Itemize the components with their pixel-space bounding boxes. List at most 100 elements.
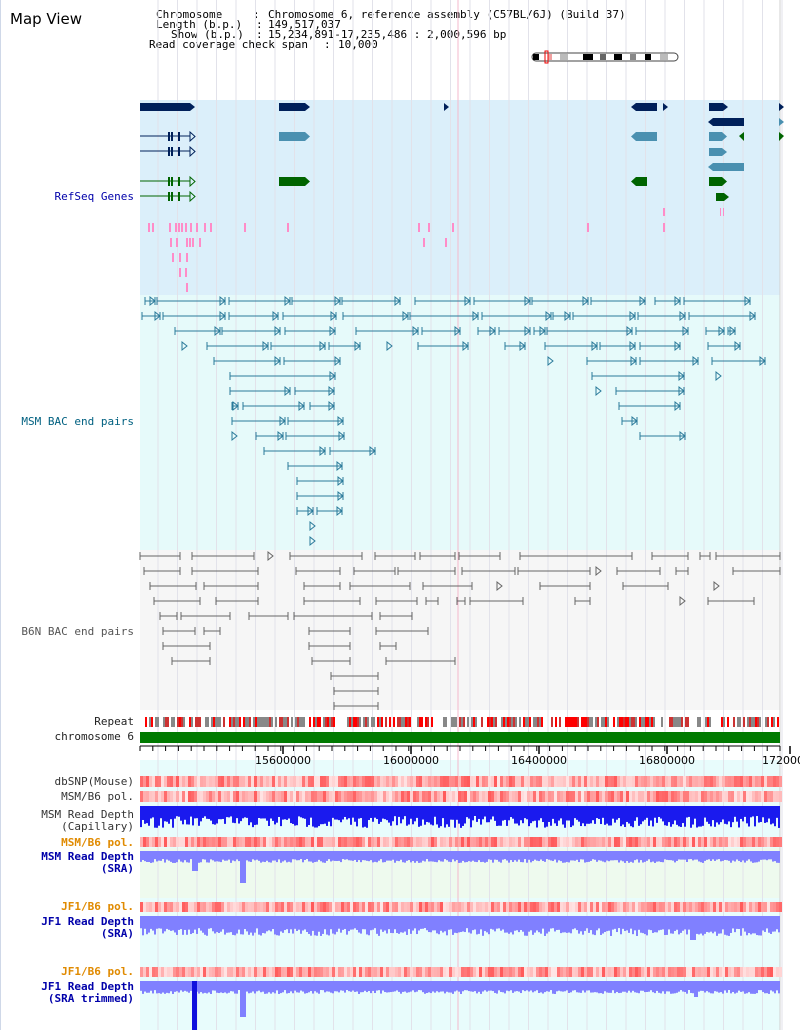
msm-pol2-cell: [317, 837, 320, 847]
msm-pol2-cell: [632, 837, 635, 847]
msm-sra-depth-bar: [148, 851, 150, 863]
msm-capillary-depth-bar: [634, 806, 636, 821]
jf1-sra-depth-bar: [304, 916, 306, 930]
msm-pol2-cell: [698, 837, 701, 847]
ideogram-band: [583, 54, 593, 60]
msm-capillary-depth-bar: [170, 806, 172, 820]
jf1-trimmed-depth-bar: [590, 981, 592, 993]
msm-sra-depth-bar: [392, 851, 394, 860]
jf1-sra-depth-bar: [548, 916, 550, 932]
msm-pol2-cell: [413, 837, 416, 847]
jf1-trimmed-depth-bar: [716, 981, 718, 992]
dbsnp-cell: [674, 776, 677, 787]
msm-pol-cell: [365, 791, 368, 802]
bac-arrow: [545, 310, 552, 322]
msm-pol-cell: [536, 791, 539, 802]
jf1-pol-cell: [620, 902, 623, 912]
jf1-sra-depth-bar: [616, 916, 618, 933]
jf1-depth-sra-label[interactable]: JF1 Read Depth (SRA): [41, 915, 134, 940]
repeat-element: [165, 717, 167, 727]
msm-b6-pol-label[interactable]: MSM/B6 pol.: [61, 790, 134, 803]
msm-sra-depth-bar: [770, 851, 772, 860]
msm-capillary-depth-bar: [504, 806, 506, 820]
jf1-pol-cell: [500, 902, 503, 912]
msm-capillary-depth-bar: [758, 806, 760, 823]
msm-pol-cell: [236, 791, 239, 802]
msm-sra-depth-bar: [538, 851, 540, 862]
msm-depth-capillary-label[interactable]: MSM Read Depth (Capillary): [41, 808, 134, 833]
msm-pol2-cell: [257, 837, 260, 847]
jf1-b6-pol-label[interactable]: JF1/B6 pol.: [61, 900, 134, 913]
msm-depth-sra-label[interactable]: MSM Read Depth (SRA): [41, 850, 134, 875]
msm-pol-cell: [644, 791, 647, 802]
msm-capillary-depth-bar: [558, 806, 560, 821]
jf1-trimmed-depth-bar: [512, 981, 514, 993]
dbsnp-cell: [155, 776, 158, 787]
bac-arrow: [354, 340, 361, 352]
msm-sra-depth-bar: [524, 851, 526, 860]
msm-b6-pol-2-label[interactable]: MSM/B6 pol.: [61, 836, 134, 849]
msm-sra-depth-bar: [620, 851, 622, 861]
msm-sra-depth-bar: [646, 851, 648, 861]
jf1-trimmed-depth-bar: [692, 981, 694, 994]
jf1-sra-depth-bar: [718, 916, 720, 934]
dbsnp-cell: [191, 776, 194, 787]
jf1-trimmed-depth-bar: [636, 981, 638, 993]
msm-sra-depth-bar: [142, 851, 144, 861]
jf1-trimmed-depth-bar: [216, 981, 218, 993]
dbsnp-cell: [482, 776, 485, 787]
repeat-element: [489, 717, 491, 727]
jf1-sra-depth-bar: [316, 916, 318, 936]
jf1-trimmed-depth-bar: [394, 981, 396, 992]
jf1-trimmed-depth-bar: [480, 981, 482, 994]
jf1-depth-trimmed-label[interactable]: JF1 Read Depth (SRA trimmed): [41, 980, 134, 1005]
b6n-bac-label[interactable]: B6N BAC end pairs: [21, 625, 134, 638]
refseq-gene-arrow: [631, 132, 636, 141]
dbsnp-label[interactable]: dbSNP(Mouse): [54, 775, 134, 788]
msm-capillary-depth-bar: [460, 806, 462, 828]
jf1-sra-depth-bar: [578, 916, 580, 934]
msm-pol2-cell: [581, 837, 584, 847]
msm-pol-cell: [731, 791, 734, 802]
msm-capillary-depth-bar: [400, 806, 402, 824]
msm-bac-label[interactable]: MSM BAC end pairs: [21, 415, 134, 428]
jf1-b6-pol-2-label[interactable]: JF1/B6 pol.: [61, 965, 134, 978]
jf1-sra-depth-bar: [666, 916, 668, 935]
repeat-element: [621, 717, 623, 727]
jf1-pol2-cell: [425, 967, 428, 977]
jf1-pol2-cell: [290, 967, 293, 977]
refseq-gene-arrow: [723, 103, 728, 111]
repeat-element: [705, 717, 707, 727]
msm-capillary-depth-bar: [150, 806, 152, 819]
ideogram-band: [660, 54, 668, 60]
jf1-trimmed-depth-bar: [710, 981, 712, 994]
jf1-pol-cell: [350, 902, 353, 912]
jf1-trimmed-depth-bar: [200, 981, 202, 993]
refseq-genes-label[interactable]: RefSeq Genes: [54, 190, 134, 203]
jf1-pol2-cell: [320, 967, 323, 977]
msm-sra-depth-bar: [734, 851, 736, 862]
msm-capillary-depth-bar: [628, 806, 630, 824]
msm-sra-depth-bar: [600, 851, 602, 861]
dbsnp-cell: [716, 776, 719, 787]
msm-capillary-depth-bar: [340, 806, 342, 823]
jf1-sra-depth-bar: [772, 916, 774, 932]
refseq-gene: [663, 103, 668, 111]
msm-pol2-cell: [449, 837, 452, 847]
jf1-trimmed-depth-bar: [754, 981, 756, 994]
dbsnp-cell: [602, 776, 605, 787]
msm-capillary-depth-bar: [386, 806, 388, 821]
msm-capillary-depth-bar: [166, 806, 168, 822]
msm-capillary-depth-bar: [416, 806, 418, 818]
jf1-sra-depth-bar: [320, 916, 322, 936]
jf1-sra-depth-bar: [680, 916, 682, 933]
msm-sra-depth-bar: [296, 851, 298, 861]
msm-pol-cell: [734, 791, 737, 802]
jf1-trimmed-depth-bar: [544, 981, 546, 993]
msm-sra-depth-bar: [450, 851, 452, 863]
msm-pol2-cell: [701, 837, 704, 847]
repeat-element: [595, 717, 597, 727]
msm-sra-depth-bar: [252, 851, 254, 860]
jf1-trimmed-depth-bar: [198, 981, 200, 994]
